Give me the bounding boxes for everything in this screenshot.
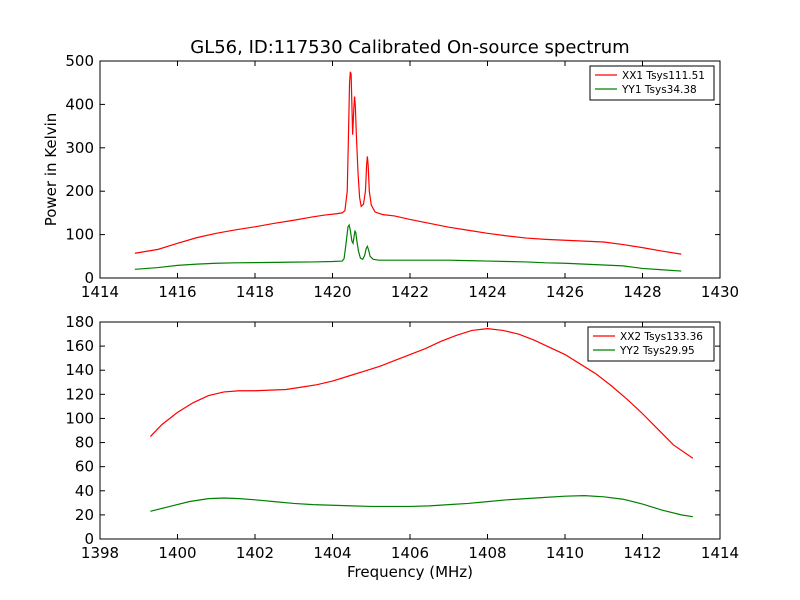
x-tick-label: 1414 [701,544,739,562]
legend: XX2 Tsys133.36 YY2 Tsys29.95 [587,326,715,362]
series-line-xx1 [134,71,682,255]
y-tick-label: 0 [84,269,94,287]
y-tick-label: 500 [65,52,94,70]
legend: XX1 Tsys111.51 YY1 Tsys34.38 [589,65,715,101]
x-tick-label: 1408 [468,544,506,562]
x-tick-label: 1404 [313,544,351,562]
y-tick-label: 20 [75,506,94,524]
x-tick-label: 1420 [313,283,351,301]
y-tick-label: 160 [65,337,94,355]
legend-label: XX2 Tsys133.36 [620,331,703,343]
x-axis-label: Frequency (MHz) [347,563,473,581]
legend-label: XX1 Tsys111.51 [622,70,705,82]
figure-title: GL56, ID:117530 Calibrated On-source spe… [190,37,629,58]
y-axis-label: Power in Kelvin [42,113,60,227]
series-line-yy1 [134,223,682,272]
x-tick-label: 1398 [81,544,119,562]
x-tick-label: 1426 [546,283,584,301]
x-tick-label: 1416 [158,283,196,301]
y-tick-label: 200 [65,182,94,200]
x-tick-label: 1406 [391,544,429,562]
x-tick-label: 1402 [236,544,274,562]
y-tick-label: 300 [65,139,94,157]
x-tick-label: 1414 [81,283,119,301]
y-tick-label: 40 [75,482,94,500]
x-tick-label: 1424 [468,283,506,301]
legend-box [589,65,715,101]
y-tick-label: 180 [65,313,94,331]
top-panel: 1414 1416 1418 1420 1422 1424 1426 1428 1430 0 100… [42,52,739,301]
x-tick-label: 1400 [158,544,196,562]
y-tick-label: 80 [75,434,94,452]
y-tick-label: 400 [65,95,94,113]
x-tick-label: 1412 [623,544,661,562]
x-tick-label: 1418 [236,283,274,301]
bottom-panel: 1398 1400 1402 1404 1406 1408 1410 1412 1414 0 20 4… [65,313,739,581]
y-tick-label: 140 [65,361,94,379]
x-tick-label: 1428 [623,283,661,301]
legend-label: YY2 Tsys29.95 [619,345,695,357]
x-tick-label: 1422 [391,283,429,301]
y-tick-label: 60 [75,458,94,476]
y-tick-label: 120 [65,385,94,403]
y-tick-label: 100 [65,226,94,244]
x-tick-label: 1430 [701,283,739,301]
y-tick-label: 0 [84,530,94,548]
series-line-yy2 [150,494,693,518]
x-tick-label: 1410 [546,544,584,562]
legend-label: YY1 Tsys34.38 [621,84,697,96]
series-line-xx2 [149,328,694,459]
y-tick-label: 100 [65,409,94,427]
legend-box [587,326,715,362]
